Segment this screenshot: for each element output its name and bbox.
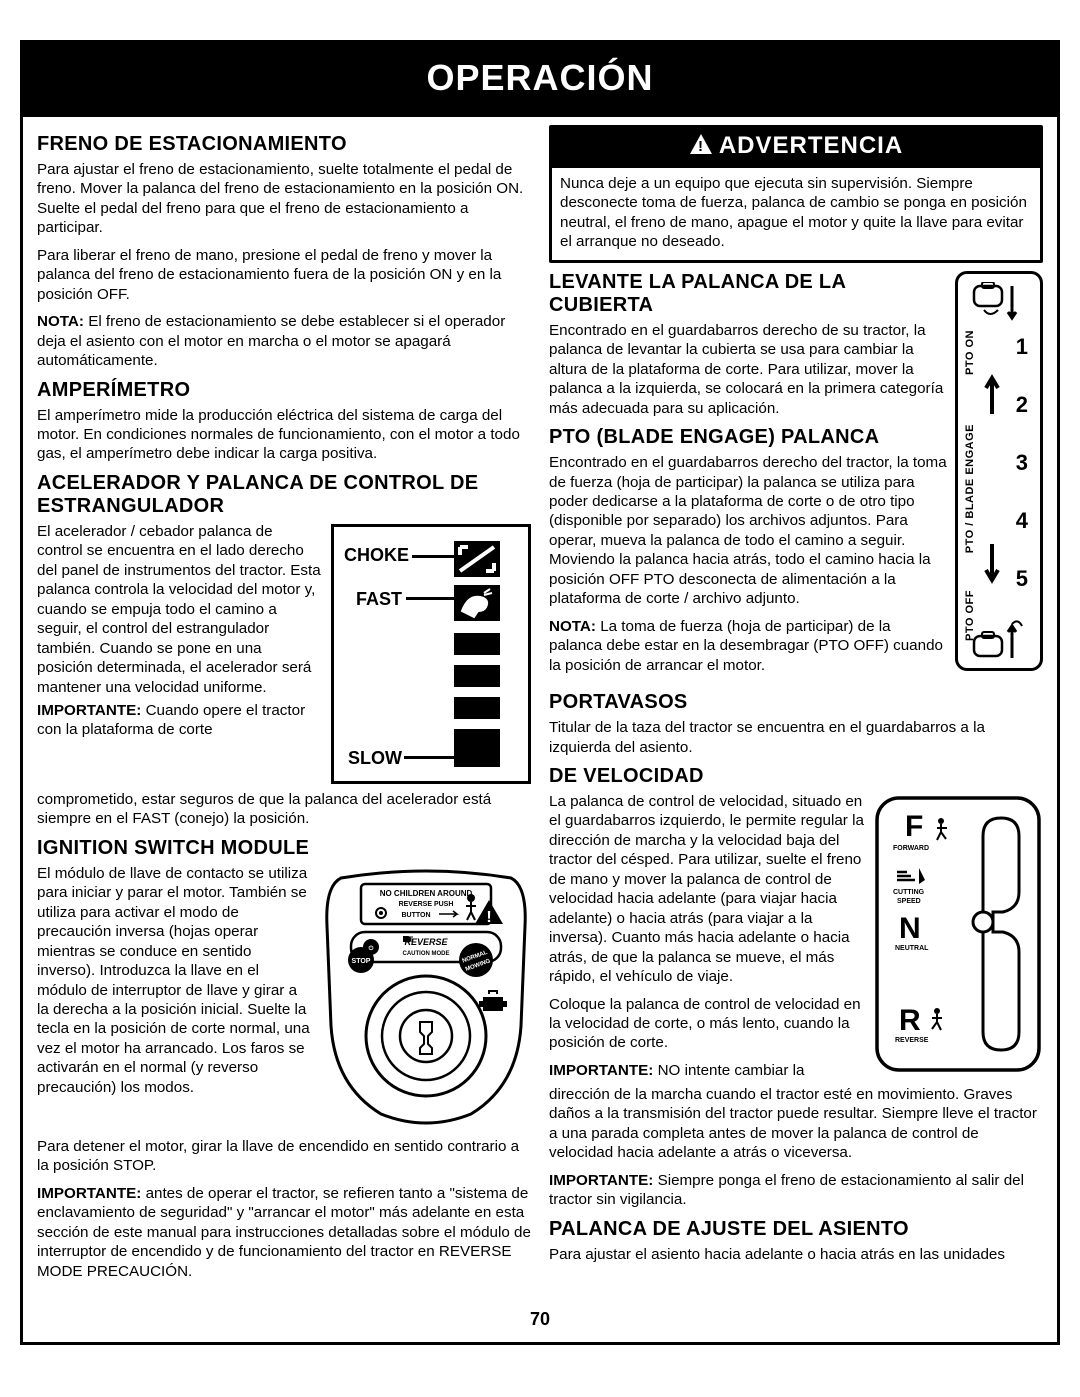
velocidad-p3: dirección de la marcha cuando el tractor… — [549, 1085, 1043, 1163]
dial-n4: 4 — [1016, 508, 1028, 534]
dial-top-icon — [972, 282, 1032, 324]
nota-label: NOTA: — [37, 313, 84, 330]
amperimetro-p1: El amperímetro mide la producción eléctr… — [37, 406, 531, 464]
dial-pto-on: PTO ON — [964, 330, 976, 375]
throttle-line — [404, 756, 456, 759]
ignition-block: NO CHILDREN AROUND REVERSE PUSH BUTTON — [37, 864, 531, 1137]
throttle-diagram: CHOKE FAST SLOW — [331, 524, 531, 784]
dial-n1: 1 — [1016, 334, 1028, 360]
two-column-layout: FRENO DE ESTACIONAMIENTO Para ajustar el… — [23, 117, 1057, 1303]
velocidad-imp2: IMPORTANTE: Siempre ponga el freno de es… — [549, 1171, 1043, 1210]
ign-toplabel: NO CHILDREN AROUND — [380, 889, 473, 898]
portavasos-p1: Titular de la taza del tractor se encuen… — [549, 718, 1043, 757]
speed-svg: F FORWARD CUTTING SPEED — [873, 794, 1043, 1074]
warning-body: Nunca deje a un equipo que ejecuta sin s… — [552, 168, 1040, 260]
throttle-seg — [454, 697, 500, 719]
imp-label: IMPORTANTE: — [37, 702, 141, 719]
throttle-seg — [454, 665, 500, 687]
throttle-label-slow: SLOW — [348, 748, 402, 769]
heading-velocidad: DE VELOCIDAD — [549, 765, 1043, 788]
svg-text:R: R — [899, 1004, 921, 1037]
throttle-box: CHOKE FAST SLOW — [331, 524, 531, 784]
page-title-bar: OPERACIÓN — [23, 43, 1057, 117]
svg-text:!: ! — [486, 909, 491, 926]
velocidad-block: F FORWARD CUTTING SPEED — [549, 792, 1043, 1085]
arrow-down-icon — [982, 544, 1002, 584]
throttle-seg — [454, 633, 500, 655]
svg-text:STOP: STOP — [352, 958, 371, 965]
acelerador-p2: comprometido, estar seguros de que la pa… — [37, 790, 531, 829]
ignition-imp: IMPORTANTE: antes de operar el tractor, … — [37, 1184, 531, 1281]
ign-btn: BUTTON — [401, 912, 430, 919]
ignition-diagram: NO CHILDREN AROUND REVERSE PUSH BUTTON — [321, 866, 531, 1131]
left-column: FRENO DE ESTACIONAMIENTO Para ajustar el… — [37, 125, 531, 1289]
throttle-rabbit-icon — [454, 585, 500, 621]
warning-triangle-icon: ! — [689, 133, 713, 162]
heading-amperimetro: AMPERÍMETRO — [37, 379, 531, 402]
manual-page: OPERACIÓN FRENO DE ESTACIONAMIENTO Para … — [20, 40, 1060, 1345]
ign-rev: REVERSE PUSH — [399, 901, 454, 908]
levante-pto-block: PTO ON 1 2 PTO / BLADE ENGAGE 3 4 5 PTO … — [549, 271, 1043, 683]
svg-text:NEUTRAL: NEUTRAL — [895, 945, 929, 952]
arrow-up-icon — [982, 374, 1002, 414]
imp-label: IMPORTANTE: — [549, 1172, 653, 1189]
svg-text:F: F — [905, 810, 923, 843]
warning-box: ! ADVERTENCIA Nunca deje a un equipo que… — [549, 125, 1043, 263]
pto-dial-diagram: PTO ON 1 2 PTO / BLADE ENGAGE 3 4 5 PTO … — [955, 271, 1043, 671]
heading-asiento: PALANCA DE AJUSTE DEL ASIENTO — [549, 1218, 1043, 1241]
nota-label: NOTA: — [549, 618, 596, 635]
heading-ignition: IGNITION SWITCH MODULE — [37, 837, 531, 860]
ignition-p2: Para detener el motor, girar la llave de… — [37, 1137, 531, 1176]
heading-freno: FRENO DE ESTACIONAMIENTO — [37, 133, 531, 156]
svg-text:SPEED: SPEED — [897, 898, 921, 905]
throttle-line — [406, 597, 456, 600]
imp-label: IMPORTANTE: — [37, 1185, 141, 1202]
ignition-svg: NO CHILDREN AROUND REVERSE PUSH BUTTON — [321, 866, 531, 1126]
throttle-choke-icon — [454, 541, 500, 577]
page-title: OPERACIÓN — [426, 57, 653, 98]
throttle-track — [454, 541, 500, 767]
pto-nota-text: La toma de fuerza (hoja de participar) d… — [549, 618, 943, 674]
heading-portavasos: PORTAVASOS — [549, 691, 1043, 714]
freno-p1: Para ajustar el freno de estacionamiento… — [37, 160, 531, 238]
dial-n2: 2 — [1016, 392, 1028, 418]
dial-n5: 5 — [1016, 566, 1028, 592]
ign-caution-label: CAUTION MODE — [403, 951, 450, 957]
warning-title: ADVERTENCIA — [719, 132, 903, 159]
svg-text:FORWARD: FORWARD — [893, 845, 929, 852]
dial-bottom-icon — [972, 620, 1032, 662]
acelerador-block: CHOKE FAST SLOW — [37, 522, 531, 790]
throttle-line — [412, 555, 456, 558]
freno-p2: Para liberar el freno de mano, presione … — [37, 246, 531, 304]
asiento-p1: Para ajustar el asiento hacia adelante o… — [549, 1245, 1043, 1264]
dial-pto-blade: PTO / BLADE ENGAGE — [964, 424, 976, 553]
heading-acelerador: ACELERADOR Y PALANCA DE CONTROL DE ESTRA… — [37, 472, 531, 518]
svg-text:N: N — [899, 912, 921, 945]
dial-n3: 3 — [1016, 450, 1028, 476]
warning-header: ! ADVERTENCIA — [552, 128, 1040, 168]
throttle-label-fast: FAST — [356, 589, 402, 610]
throttle-label-choke: CHOKE — [344, 545, 409, 566]
speed-control-diagram: F FORWARD CUTTING SPEED — [873, 794, 1043, 1079]
page-number: 70 — [23, 1303, 1057, 1342]
svg-text:CUTTING: CUTTING — [893, 889, 925, 896]
freno-nota: NOTA: El freno de estacionamiento se deb… — [37, 312, 531, 370]
velocidad-imp-text: NO intente cambiar la — [653, 1062, 804, 1079]
svg-text:!: ! — [698, 138, 704, 155]
throttle-turtle-icon — [454, 737, 500, 767]
right-column: ! ADVERTENCIA Nunca deje a un equipo que… — [549, 125, 1043, 1289]
svg-text:REVERSE: REVERSE — [895, 1037, 929, 1044]
imp-label: IMPORTANTE: — [549, 1062, 653, 1079]
freno-nota-text: El freno de estacionamiento se debe esta… — [37, 313, 505, 369]
